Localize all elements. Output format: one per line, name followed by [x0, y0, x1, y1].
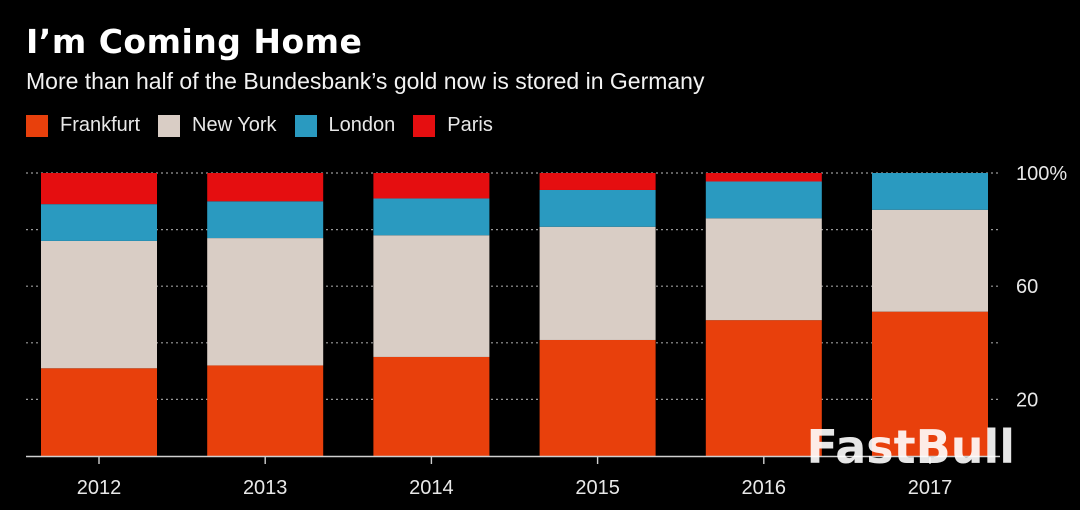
y-tick-label: 60	[1016, 276, 1038, 298]
bars	[41, 173, 988, 456]
legend-swatch	[26, 114, 48, 137]
x-tick-label: 2014	[409, 477, 454, 499]
x-tick-label: 2015	[575, 477, 620, 499]
bar-2013-new-york	[207, 238, 324, 366]
watermark-logo: FastBull	[807, 420, 1015, 474]
bar-2016-london	[705, 181, 822, 219]
bar-2012-paris	[41, 173, 157, 205]
bar-2016-paris	[705, 173, 822, 182]
bar-2014-new-york	[373, 235, 490, 357]
x-axis: 2012 2013 2014 2015 2016 2017	[26, 455, 1000, 499]
bar-2012-london	[41, 204, 157, 241]
y-tick-label: 20	[1016, 389, 1038, 411]
bar-2013-paris	[207, 173, 324, 202]
legend-item-london: London	[294, 114, 396, 137]
bar-2014-london	[373, 198, 490, 236]
bar-2015-paris	[539, 173, 656, 190]
bar-2017-new-york	[872, 209, 988, 312]
bar-2015-new-york	[539, 226, 656, 340]
legend-swatch	[294, 114, 317, 137]
bar-2013-frankfurt	[207, 365, 324, 456]
bar-2016-frankfurt	[705, 320, 822, 456]
y-axis: 20 60 100%	[1016, 163, 1067, 411]
legend-swatch	[158, 114, 181, 137]
y-tick-label: 100%	[1016, 163, 1067, 185]
x-tick-label: 2013	[243, 477, 288, 499]
bar-2017-frankfurt	[872, 311, 988, 456]
x-tick-label: 2016	[742, 477, 787, 499]
gridlines	[26, 172, 1000, 400]
legend-label: London	[328, 114, 396, 136]
chart-subtitle: More than half of the Bundesbank’s gold …	[26, 68, 705, 94]
bar-2015-london	[539, 189, 656, 227]
legend-item-new-york: New York	[158, 114, 277, 137]
x-tick-label: 2012	[77, 477, 122, 499]
bar-2016-new-york	[705, 218, 822, 321]
legend-label: New York	[192, 114, 277, 136]
chart-title: I’m Coming Home	[26, 22, 363, 61]
bar-2012-frankfurt	[41, 368, 157, 456]
legend-item-frankfurt: Frankfurt	[26, 114, 140, 137]
bar-2017-london	[872, 173, 988, 210]
bar-2013-london	[207, 201, 324, 239]
legend-label: Paris	[447, 114, 493, 136]
legend-swatch	[413, 114, 436, 137]
x-tick-label: 2017	[908, 477, 953, 499]
bar-2014-paris	[373, 173, 490, 199]
legend: Frankfurt New York London Paris	[26, 114, 511, 137]
bar-2012-new-york	[41, 240, 157, 369]
bar-2014-frankfurt	[373, 356, 490, 456]
legend-label: Frankfurt	[60, 114, 141, 136]
legend-item-paris: Paris	[413, 114, 493, 137]
bar-2015-frankfurt	[539, 339, 656, 456]
